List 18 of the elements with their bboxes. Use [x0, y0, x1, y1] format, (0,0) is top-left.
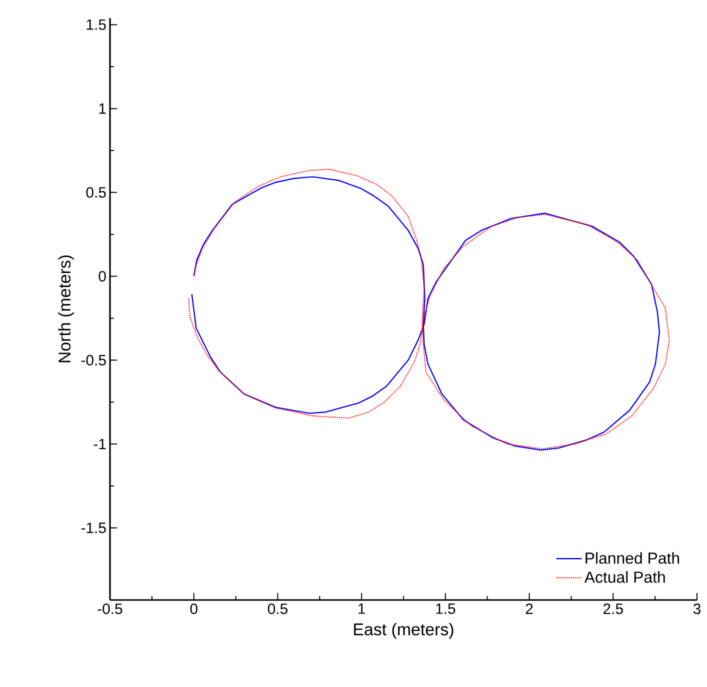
- y-tick-label: 0: [98, 270, 106, 282]
- x-tick-label: 1.5: [436, 604, 456, 614]
- x-tick-label: 2: [526, 604, 533, 614]
- x-tick-label: 2.5: [604, 604, 623, 614]
- x-tick-label: 0.5: [268, 604, 288, 614]
- x-tick-label: 0: [190, 604, 198, 614]
- legend-label: Planned Path: [586, 552, 680, 564]
- y-axis-title: North (meters): [58, 255, 74, 362]
- x-axis-title: East (meters): [354, 622, 454, 639]
- y-tick-label: 1: [99, 103, 106, 114]
- y-tick-label: 0.5: [86, 187, 106, 198]
- legend-label: Actual Path: [584, 571, 665, 583]
- y-tick-label: -1: [94, 438, 106, 450]
- x-tick-label: 1: [358, 604, 365, 614]
- y-tick-label: 1.5: [86, 19, 106, 30]
- y-tick-label: -1.5: [81, 522, 106, 534]
- x-tick-label: 3: [693, 604, 701, 614]
- y-tick-label: -0.5: [81, 354, 106, 366]
